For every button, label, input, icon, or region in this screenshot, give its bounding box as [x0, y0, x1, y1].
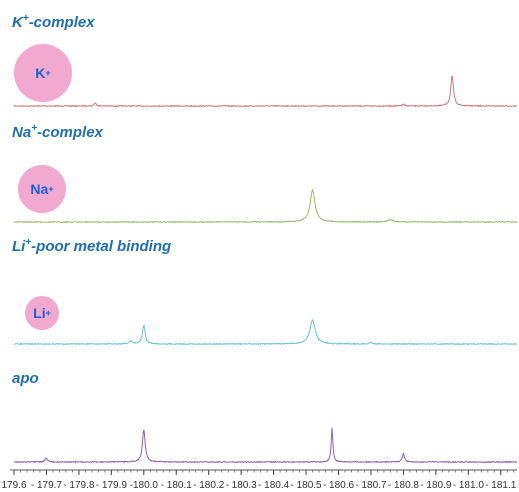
series-label-na: Na+-complex: [12, 123, 103, 142]
x-tick-label: - 180.7: [355, 480, 387, 491]
x-tick-label: - 180.5: [290, 480, 322, 491]
spectra-layer: [13, 75, 518, 464]
spectrum-line-li: [13, 318, 517, 346]
ion-badge-k: K +: [14, 44, 72, 102]
spectrum-line-na: [13, 188, 518, 224]
spectrum-line-k: [13, 75, 518, 108]
x-tick-label: - 179.9: [96, 480, 128, 491]
series-label-apo: apo: [12, 370, 39, 387]
ion-badge-na: Na +: [18, 165, 66, 213]
series-label-k: K+-complex: [12, 13, 95, 32]
x-tick-label: - 181.0: [453, 480, 485, 491]
x-tick-label: - 180.3: [226, 480, 258, 491]
x-tick-label: - 179.8: [63, 480, 95, 491]
x-tick-label: -180.0: [130, 480, 159, 491]
x-tick-label: - 180.2: [193, 480, 225, 491]
x-tick-label: - 180.1: [161, 480, 193, 491]
ion-badge-li: Li +: [25, 296, 59, 330]
x-tick-label: - 180.8: [388, 480, 420, 491]
x-tick-label: - 181.1: [485, 480, 517, 491]
x-tick-label: - 180.6: [323, 480, 355, 491]
x-tick-label: - 179.7: [31, 480, 63, 491]
x-tick-label: - 180.4: [258, 480, 290, 491]
x-axis: 179.6- 179.7- 179.8- 179.9 -180.0- 180.1-…: [1, 469, 517, 491]
spectrum-line-apo: [13, 427, 518, 464]
series-label-li: Li+-poor metal binding: [12, 237, 172, 256]
x-tick-label: - 180.9: [420, 480, 452, 491]
x-tick-label: 179.6: [1, 480, 26, 491]
